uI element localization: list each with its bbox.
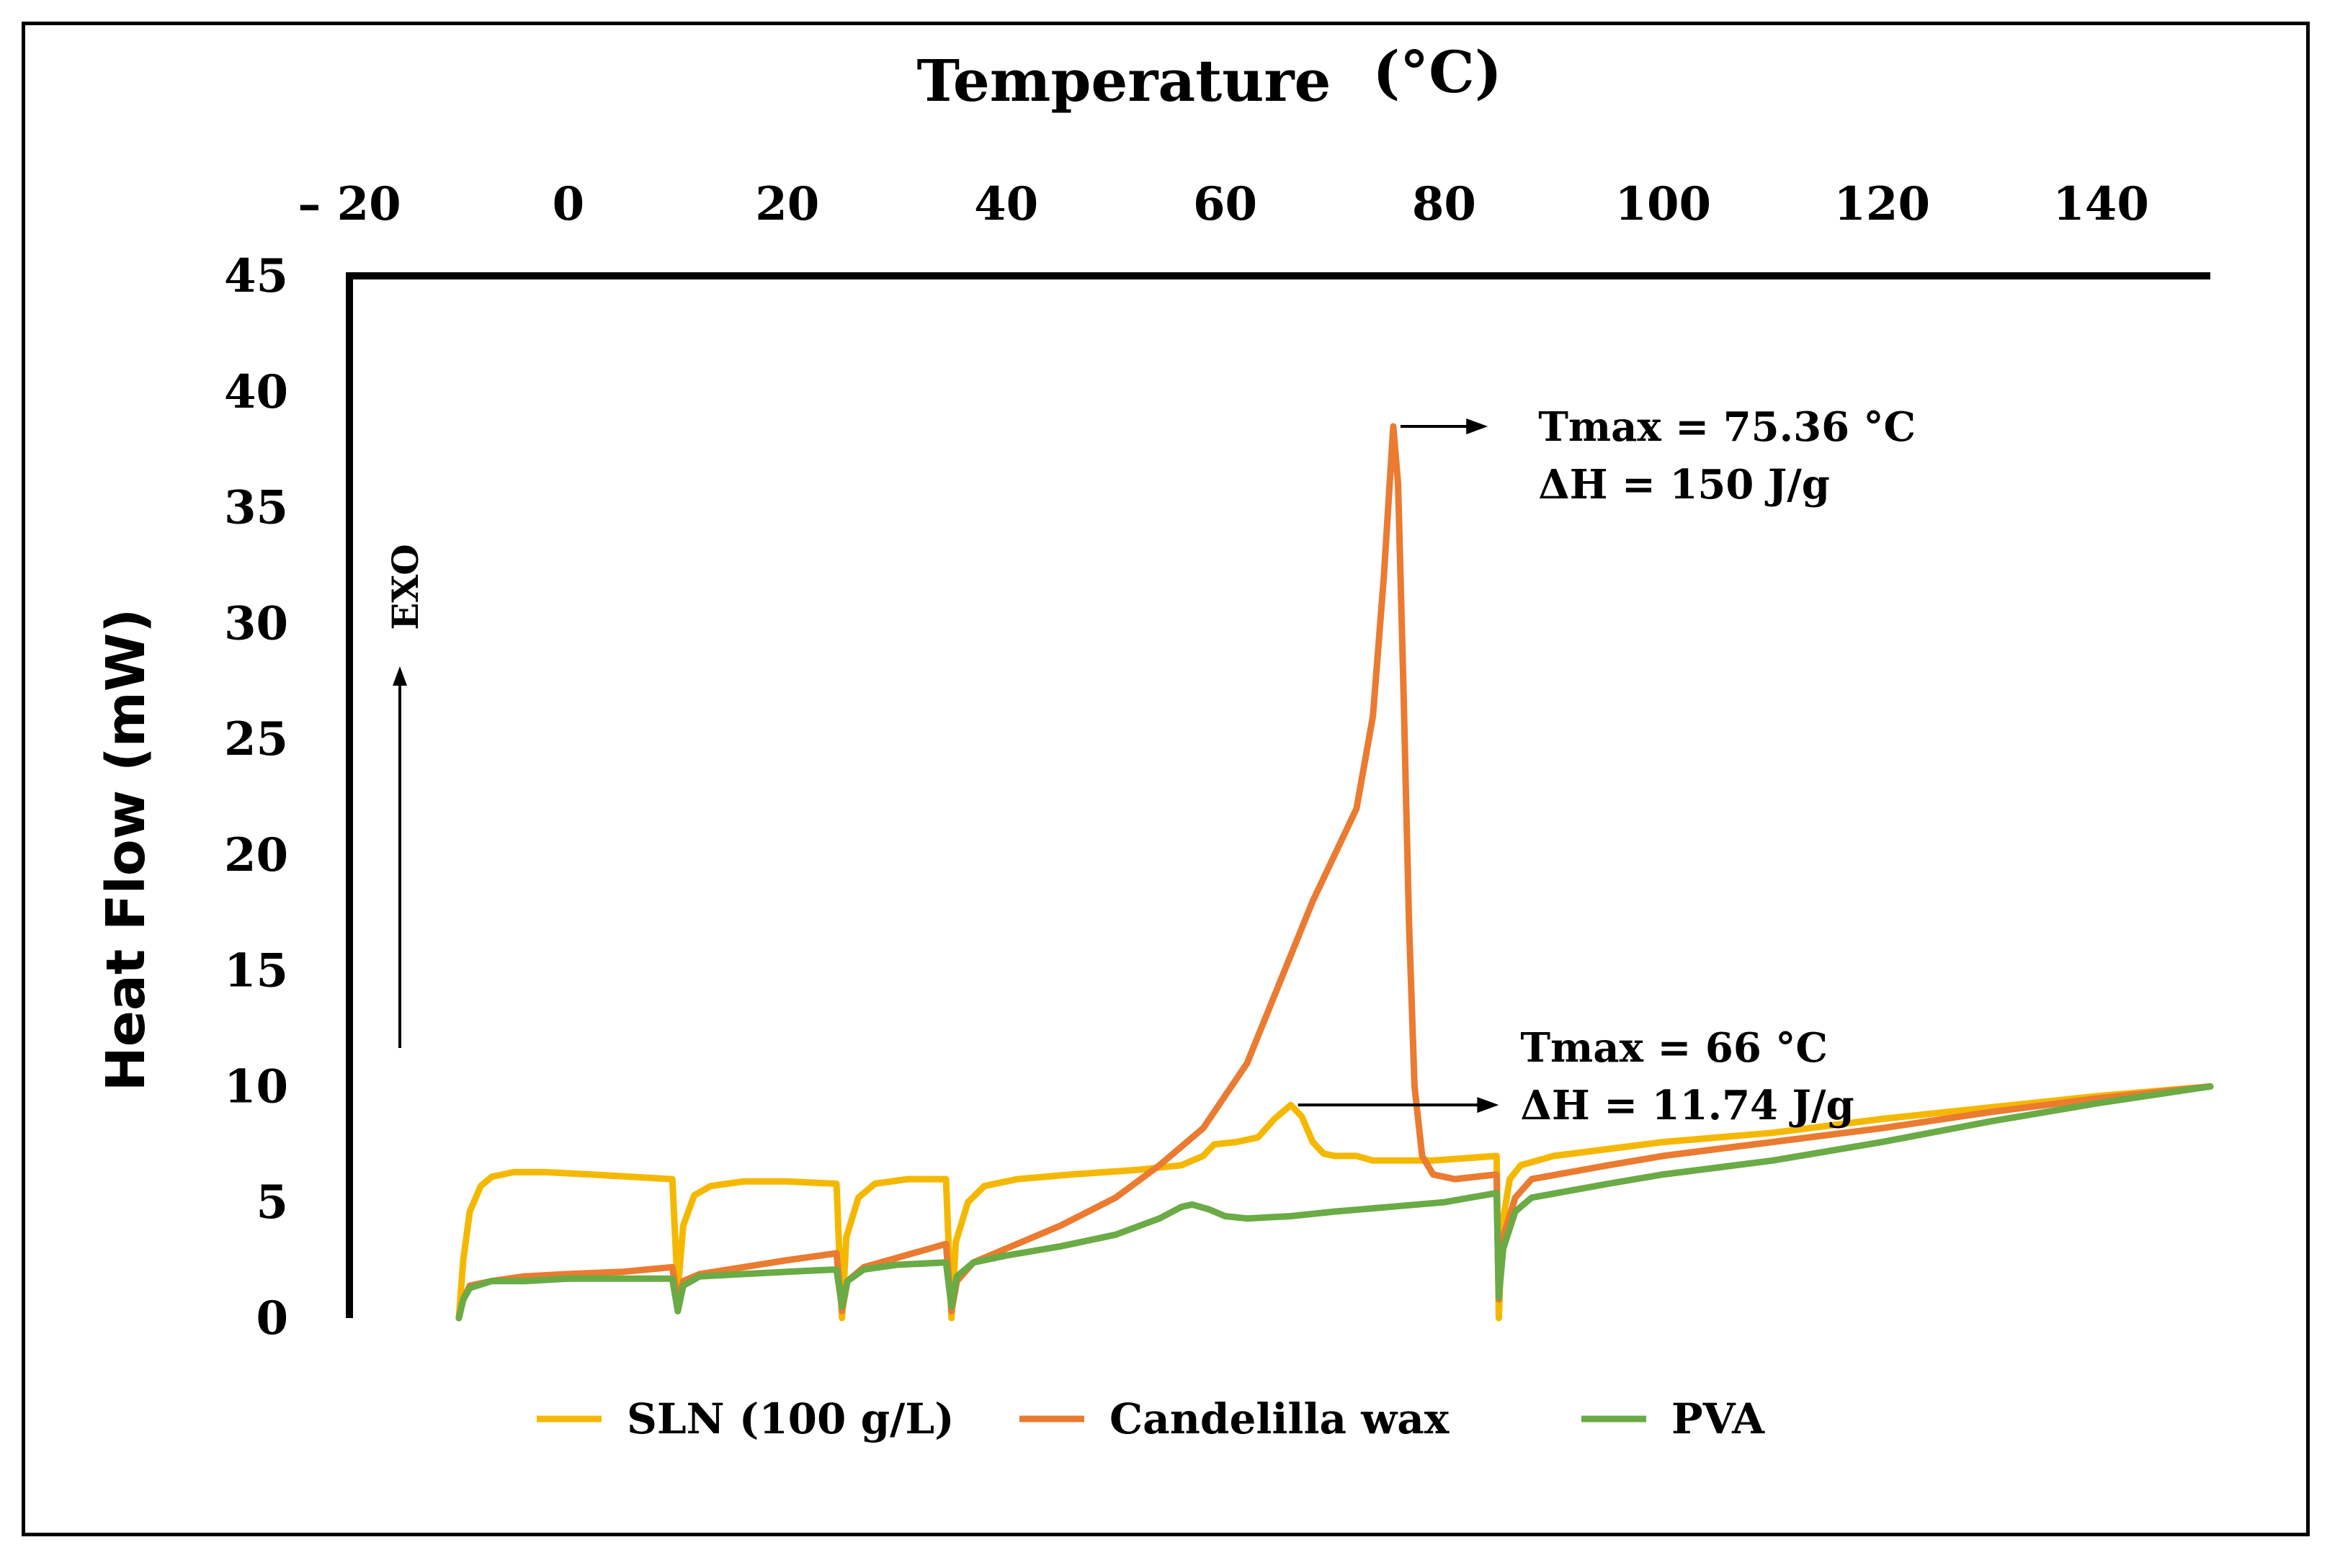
legend-label: SLN (100 g/L) <box>627 1394 955 1443</box>
chart-title: Temperature (°C) <box>917 38 1502 115</box>
chart-title-text: Temperature <box>917 47 1331 115</box>
y-tick-label: 10 <box>224 1059 288 1114</box>
y-tick-labels: 0 5 10 15 20 25 30 35 40 45 <box>224 249 288 1345</box>
exo-label: EXO <box>384 544 427 630</box>
x-tick-label: 60 <box>1193 177 1257 231</box>
exo-arrow-head <box>393 666 407 686</box>
x-tick-label: 80 <box>1412 177 1476 231</box>
y-tick-label: 35 <box>224 481 288 535</box>
chart-title-unit: (°C) <box>1372 38 1501 106</box>
x-tick-label: – 20 <box>298 177 401 231</box>
x-tick-labels: – 20 0 20 40 60 80 100 120 140 <box>298 177 2149 231</box>
legend: SLN (100 g/L) Candelilla wax PVA <box>537 1394 1765 1443</box>
y-axis-label: Heat Flow (mW) <box>95 609 157 1091</box>
annotation-enthalpy: ΔH = 150 J/g <box>1538 461 1830 509</box>
x-tick-label: 20 <box>755 177 819 231</box>
annotation-arrow-head <box>1466 418 1488 435</box>
y-tick-label: 30 <box>224 596 288 650</box>
axes <box>346 272 2210 1318</box>
annotation-tmax: Tmax = 75.36 °C <box>1538 403 1916 451</box>
y-tick-label: 15 <box>224 944 288 998</box>
series-line-pva <box>455 1083 2214 1322</box>
annotation-arrow-head <box>1477 1097 1499 1114</box>
y-tick-label: 0 <box>256 1291 288 1345</box>
annotations: Tmax = 75.36 °C ΔH = 150 J/g Tmax = 66 °C Δ… <box>1298 403 1916 1129</box>
legend-label: PVA <box>1671 1394 1765 1443</box>
series-lines <box>455 423 2214 1322</box>
y-tick-label: 40 <box>224 365 288 419</box>
annotation-tmax: Tmax = 66 °C <box>1520 1024 1828 1072</box>
y-tick-label: 25 <box>224 712 288 766</box>
annotation-enthalpy: ΔH = 11.74 J/g <box>1520 1082 1854 1129</box>
legend-label: Candelilla wax <box>1109 1394 1450 1443</box>
y-tick-label: 20 <box>224 828 288 882</box>
x-tick-label: 120 <box>1834 177 1930 231</box>
y-tick-label: 5 <box>256 1175 288 1229</box>
x-tick-label: 40 <box>974 177 1038 231</box>
exo-indicator: EXO <box>384 544 427 1048</box>
x-tick-label: 0 <box>553 177 585 231</box>
y-tick-label: 45 <box>224 249 288 303</box>
x-tick-label: 140 <box>2053 177 2149 231</box>
x-tick-label: 100 <box>1615 177 1711 231</box>
